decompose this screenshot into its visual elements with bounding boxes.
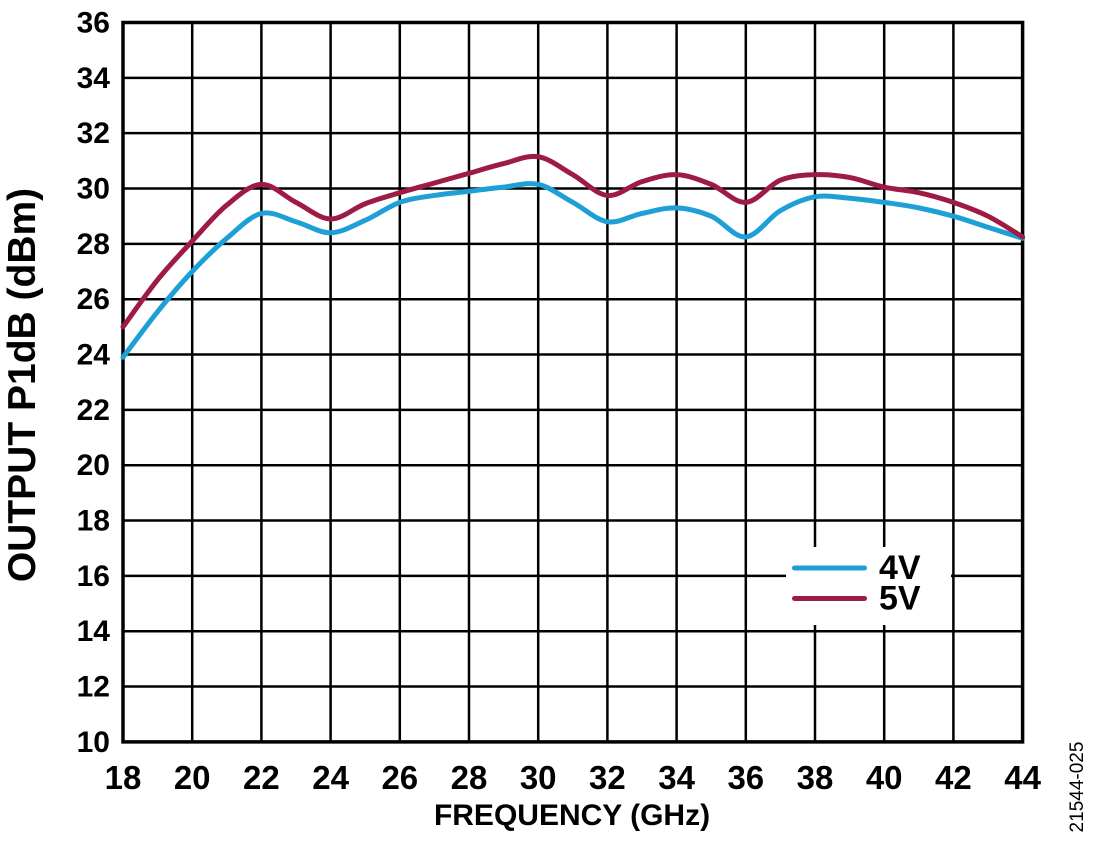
svg-text:32: 32 [77, 117, 110, 150]
svg-text:36: 36 [77, 7, 110, 40]
svg-text:22: 22 [243, 759, 280, 796]
svg-text:30: 30 [77, 173, 110, 206]
svg-text:24: 24 [77, 339, 111, 372]
svg-text:28: 28 [77, 228, 110, 261]
svg-text:5V: 5V [879, 580, 921, 618]
svg-text:44: 44 [1004, 759, 1041, 796]
svg-text:42: 42 [935, 759, 972, 796]
svg-text:34: 34 [658, 759, 695, 796]
svg-text:40: 40 [866, 759, 903, 796]
svg-text:16: 16 [77, 560, 110, 593]
svg-text:28: 28 [451, 759, 488, 796]
svg-text:36: 36 [727, 759, 764, 796]
svg-text:12: 12 [77, 671, 110, 704]
svg-text:20: 20 [174, 759, 211, 796]
svg-text:18: 18 [77, 505, 110, 538]
svg-text:14: 14 [77, 615, 111, 648]
svg-text:20: 20 [77, 449, 110, 482]
svg-text:34: 34 [77, 62, 111, 95]
svg-text:OUTPUT P1dB (dBm): OUTPUT P1dB (dBm) [1, 188, 44, 582]
svg-text:38: 38 [797, 759, 834, 796]
svg-text:32: 32 [589, 759, 626, 796]
svg-text:18: 18 [105, 759, 142, 796]
svg-text:FREQUENCY (GHz): FREQUENCY (GHz) [434, 799, 710, 832]
svg-text:22: 22 [77, 394, 110, 427]
svg-text:24: 24 [312, 759, 349, 796]
svg-text:26: 26 [381, 759, 418, 796]
svg-text:30: 30 [520, 759, 557, 796]
svg-text:21544-025: 21544-025 [1067, 742, 1088, 833]
svg-text:10: 10 [77, 726, 110, 759]
svg-text:26: 26 [77, 283, 110, 316]
